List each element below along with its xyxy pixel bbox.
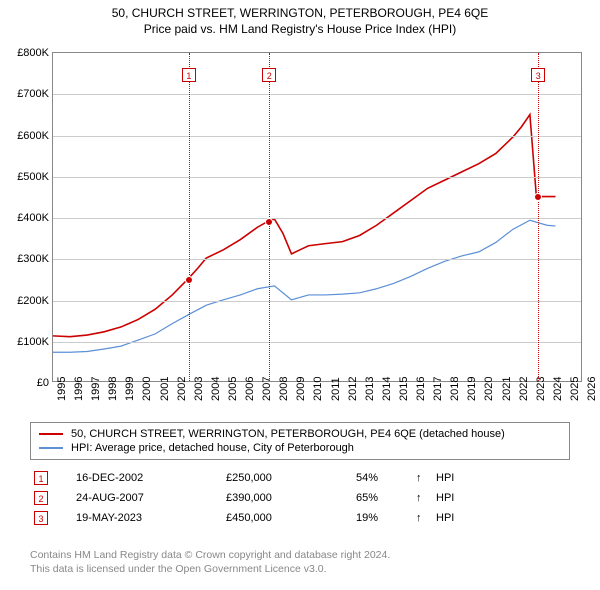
series-line (53, 220, 555, 352)
y-axis-label: £0 (5, 377, 49, 389)
x-axis-label: 2019 (466, 377, 478, 401)
legend-label: 50, CHURCH STREET, WERRINGTON, PETERBORO… (71, 428, 505, 440)
legend-item: HPI: Average price, detached house, City… (39, 441, 561, 455)
x-axis-label: 2003 (193, 377, 205, 401)
y-axis-label: £400K (5, 212, 49, 224)
sale-marker-icon: 1 (34, 471, 48, 485)
gridline (53, 342, 581, 343)
attribution-line: This data is licensed under the Open Gov… (30, 562, 570, 576)
sale-vs: HPI (436, 472, 454, 484)
legend: 50, CHURCH STREET, WERRINGTON, PETERBORO… (30, 422, 570, 460)
gridline (53, 218, 581, 219)
x-axis-label: 2011 (330, 377, 342, 401)
sales-table: 1 16-DEC-2002 £250,000 54% ↑ HPI 2 24-AU… (30, 468, 570, 528)
x-axis-label: 1996 (73, 377, 85, 401)
sale-price: £390,000 (226, 492, 356, 504)
gridline (53, 177, 581, 178)
gridline (53, 136, 581, 137)
x-axis-label: 1999 (124, 377, 136, 401)
x-axis-label: 2016 (415, 377, 427, 401)
x-axis-label: 1995 (56, 377, 68, 401)
sale-date: 19-MAY-2023 (76, 512, 226, 524)
sale-marker-icon: 3 (34, 511, 48, 525)
gridline (53, 94, 581, 95)
sale-pct: 54% (356, 472, 416, 484)
x-axis-label: 2022 (518, 377, 530, 401)
legend-swatch (39, 447, 63, 449)
x-axis-label: 2009 (295, 377, 307, 401)
x-axis-label: 2008 (278, 377, 290, 401)
x-axis-label: 2020 (483, 377, 495, 401)
x-axis-label: 2005 (227, 377, 239, 401)
y-axis-label: £500K (5, 171, 49, 183)
x-axis-label: 2004 (210, 377, 222, 401)
sale-pct: 19% (356, 512, 416, 524)
x-axis-label: 2000 (141, 377, 153, 401)
sale-price: £450,000 (226, 512, 356, 524)
attribution-line: Contains HM Land Registry data © Crown c… (30, 548, 570, 562)
x-axis-label: 2017 (432, 377, 444, 401)
x-axis-label: 2026 (586, 377, 598, 401)
y-axis-label: £200K (5, 295, 49, 307)
x-axis-label: 2023 (535, 377, 547, 401)
x-axis-label: 2002 (176, 377, 188, 401)
x-axis-label: 2025 (569, 377, 581, 401)
x-axis-label: 2018 (449, 377, 461, 401)
up-arrow-icon: ↑ (416, 512, 436, 524)
x-axis-label: 2006 (244, 377, 256, 401)
sale-dot-icon (185, 276, 193, 284)
y-axis-label: £600K (5, 130, 49, 142)
sales-row: 1 16-DEC-2002 £250,000 54% ↑ HPI (30, 468, 570, 488)
attribution: Contains HM Land Registry data © Crown c… (30, 548, 570, 576)
sale-marker-box: 2 (262, 68, 276, 82)
x-axis-label: 2007 (261, 377, 273, 401)
series-svg (53, 53, 581, 381)
gridline (53, 301, 581, 302)
sale-vline (269, 53, 270, 381)
x-axis-label: 2012 (347, 377, 359, 401)
chart-subtitle: Price paid vs. HM Land Registry's House … (0, 20, 600, 36)
legend-label: HPI: Average price, detached house, City… (71, 442, 354, 454)
x-axis-label: 2021 (501, 377, 513, 401)
y-axis-label: £800K (5, 47, 49, 59)
x-axis-label: 1998 (107, 377, 119, 401)
plot-area: £0£100K£200K£300K£400K£500K£600K£700K£80… (52, 52, 582, 382)
up-arrow-icon: ↑ (416, 492, 436, 504)
x-axis-label: 1997 (90, 377, 102, 401)
x-axis-label: 2010 (312, 377, 324, 401)
sale-dot-icon (534, 193, 542, 201)
y-axis-label: £100K (5, 336, 49, 348)
legend-swatch (39, 433, 63, 435)
sales-row: 2 24-AUG-2007 £390,000 65% ↑ HPI (30, 488, 570, 508)
x-axis-label: 2015 (398, 377, 410, 401)
series-line (53, 115, 555, 337)
chart-title: 50, CHURCH STREET, WERRINGTON, PETERBORO… (0, 0, 600, 20)
sales-row: 3 19-MAY-2023 £450,000 19% ↑ HPI (30, 508, 570, 528)
y-axis-label: £300K (5, 253, 49, 265)
sale-pct: 65% (356, 492, 416, 504)
legend-item: 50, CHURCH STREET, WERRINGTON, PETERBORO… (39, 427, 561, 441)
sale-dot-icon (265, 218, 273, 226)
chart-container: 50, CHURCH STREET, WERRINGTON, PETERBORO… (0, 0, 600, 590)
x-axis-label: 2014 (381, 377, 393, 401)
sale-date: 16-DEC-2002 (76, 472, 226, 484)
sale-marker-box: 1 (182, 68, 196, 82)
up-arrow-icon: ↑ (416, 472, 436, 484)
gridline (53, 259, 581, 260)
sale-marker-box: 3 (531, 68, 545, 82)
sale-marker-icon: 2 (34, 491, 48, 505)
sale-vs: HPI (436, 492, 454, 504)
y-axis-label: £700K (5, 88, 49, 100)
x-axis-label: 2013 (364, 377, 376, 401)
sale-date: 24-AUG-2007 (76, 492, 226, 504)
sale-vline (189, 53, 190, 381)
x-axis-label: 2024 (552, 377, 564, 401)
sale-price: £250,000 (226, 472, 356, 484)
sale-vline (538, 53, 539, 381)
sale-vs: HPI (436, 512, 454, 524)
x-axis-label: 2001 (159, 377, 171, 401)
